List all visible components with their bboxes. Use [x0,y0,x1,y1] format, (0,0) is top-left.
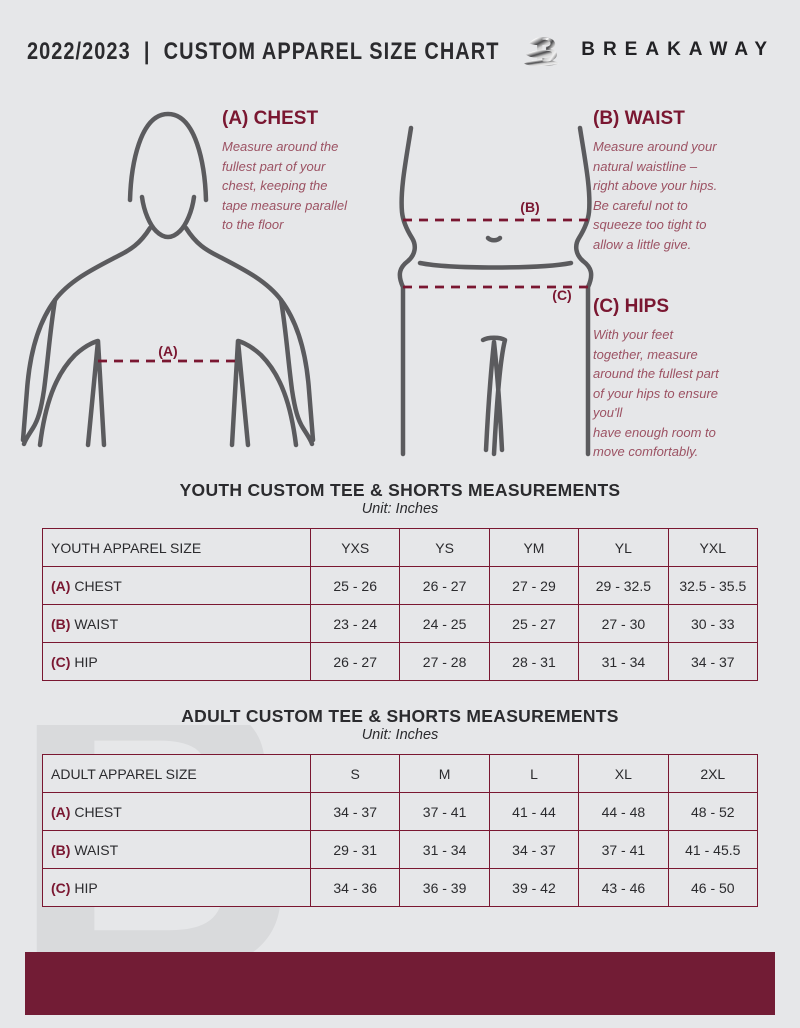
svg-text:(A): (A) [158,343,177,359]
svg-text:(C): (C) [552,287,571,303]
svg-text:(B): (B) [520,199,539,215]
